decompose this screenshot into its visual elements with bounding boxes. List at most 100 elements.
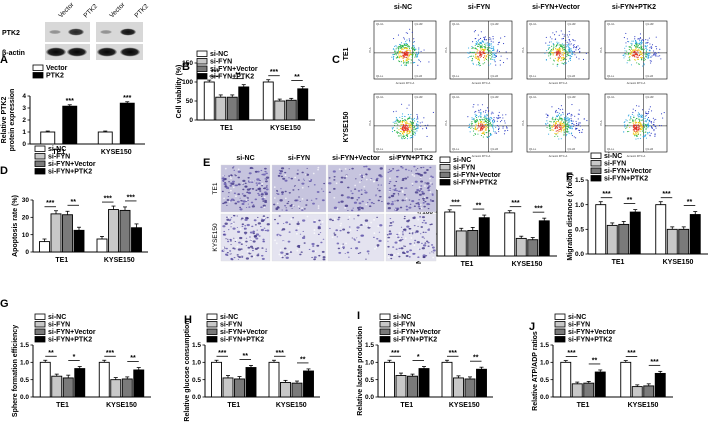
stained-cell <box>237 248 242 251</box>
flow-event <box>650 132 652 134</box>
flow-event <box>479 54 481 56</box>
flow-event <box>556 124 558 126</box>
flow-event <box>487 124 489 126</box>
flow-event <box>653 130 655 132</box>
flow-event <box>632 132 634 134</box>
flow-event <box>474 56 476 58</box>
stained-cell <box>262 192 264 194</box>
flow-event <box>399 50 402 52</box>
flow-event <box>485 124 487 126</box>
flow-event <box>414 134 416 136</box>
flow-event <box>571 104 573 106</box>
legend-entry: si-FYN <box>568 322 590 329</box>
stained-cell <box>229 250 232 252</box>
flow-event <box>487 121 489 124</box>
flow-event <box>548 127 551 129</box>
flow-event <box>473 128 475 130</box>
stained-cell <box>248 172 252 175</box>
flow-event <box>478 59 481 61</box>
flow-event <box>471 121 473 123</box>
flow-event <box>410 129 412 131</box>
flow-event <box>555 134 557 136</box>
flow-event <box>575 129 577 131</box>
stained-cell <box>311 242 315 246</box>
significance-marker: * <box>417 354 420 361</box>
stained-cell <box>258 235 261 237</box>
flow-event <box>481 128 483 130</box>
flow-event <box>490 51 492 53</box>
flow-event <box>626 126 628 128</box>
flow-event <box>636 62 638 64</box>
stained-cell <box>356 226 360 229</box>
flow-event <box>483 48 486 50</box>
flow-event <box>396 46 398 48</box>
flow-event <box>630 64 633 66</box>
flow-event <box>636 41 638 43</box>
flow-event <box>645 127 647 129</box>
stained-cell <box>340 176 344 179</box>
flow-event <box>549 54 551 56</box>
flow-event <box>489 122 492 124</box>
stained-cell <box>336 236 339 238</box>
flow-event <box>491 58 493 60</box>
stained-cell <box>242 200 246 203</box>
flow-event <box>651 127 653 129</box>
flow-event <box>483 118 485 121</box>
significance-marker: *** <box>449 350 457 357</box>
membrane-pore <box>411 182 414 185</box>
stained-cell <box>424 182 426 184</box>
flow-event <box>489 44 491 46</box>
stained-cell <box>408 232 411 234</box>
y-tick-label: 0.0 <box>20 394 29 401</box>
stained-cell <box>252 232 256 235</box>
stained-cell <box>223 230 226 233</box>
bar-si-fyn-vector-kyse150 <box>643 385 655 398</box>
flow-event <box>642 135 644 138</box>
flow-event <box>474 126 476 128</box>
flow-event <box>406 122 408 124</box>
stained-cell <box>274 218 276 221</box>
flow-event <box>406 53 408 55</box>
stained-cell <box>250 201 254 204</box>
membrane-pore <box>273 186 276 189</box>
flow-event <box>634 44 636 46</box>
stained-cell <box>249 231 253 234</box>
flow-event <box>557 118 559 120</box>
flow-event <box>416 53 418 55</box>
flow-event <box>648 37 650 39</box>
flow-event <box>568 131 570 133</box>
flow-event <box>391 56 393 58</box>
flow-event <box>564 129 566 131</box>
flow-event <box>486 132 488 134</box>
flow-event <box>394 122 396 125</box>
flow-event <box>628 49 630 51</box>
flow-event <box>557 58 559 60</box>
flow-event <box>641 59 643 61</box>
flow-event <box>562 63 564 65</box>
flow-event <box>563 131 565 133</box>
flow-event <box>412 124 414 126</box>
flow-event <box>416 118 418 120</box>
bar-si-fyn-ptk2-kyse150 <box>133 369 145 398</box>
stained-cell <box>282 177 286 180</box>
flow-event <box>639 127 641 129</box>
stained-cell <box>250 255 254 258</box>
stained-cell <box>226 251 229 254</box>
membrane-pore <box>292 204 295 207</box>
flow-event <box>496 118 498 120</box>
flow-event <box>561 43 563 45</box>
flow-event <box>483 52 485 54</box>
stained-cell <box>321 199 325 202</box>
flow-event <box>557 48 559 51</box>
bar-si-fyn-ptk2-te1 <box>238 86 250 121</box>
micrograph <box>220 164 271 213</box>
flow-event <box>635 44 638 46</box>
stained-cell <box>247 246 251 249</box>
flow-event <box>645 55 647 57</box>
stained-cell <box>403 215 406 218</box>
flow-y-axis-label: PI-A <box>368 47 372 52</box>
membrane-pore <box>417 248 420 251</box>
flow-event <box>401 122 403 124</box>
flow-event <box>397 50 400 52</box>
